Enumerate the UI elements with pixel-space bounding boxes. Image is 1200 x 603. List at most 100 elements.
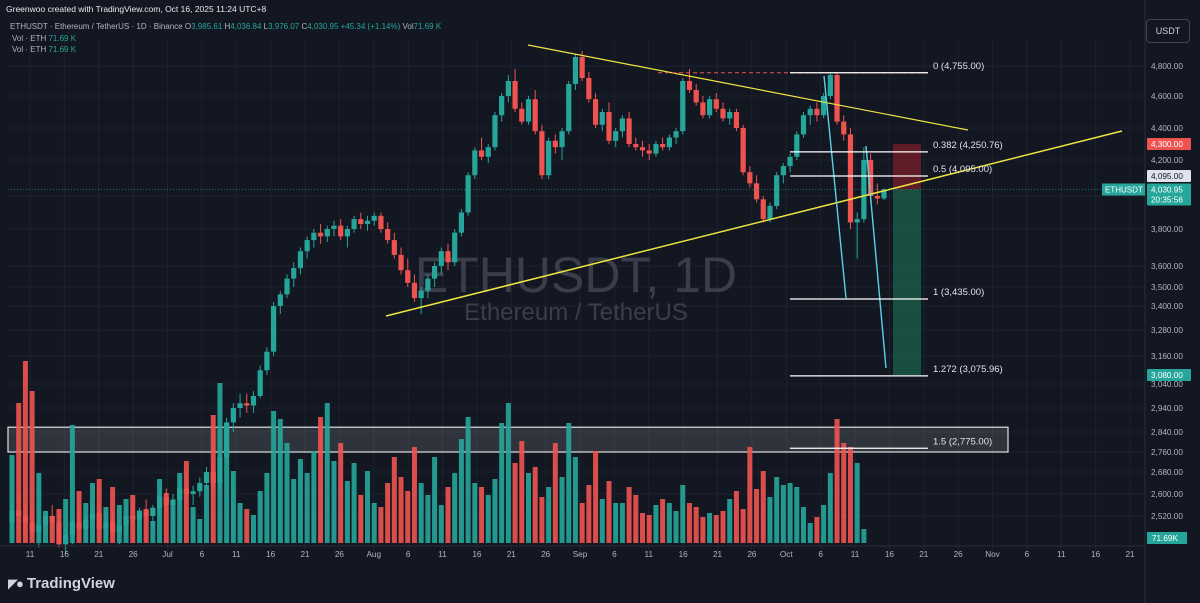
- volume-indicator-2[interactable]: Vol · ETH 71.69 K: [12, 45, 76, 54]
- watermark-symbol: ETHUSDT, 1D: [415, 247, 737, 303]
- volume-bar: [532, 467, 538, 543]
- volume-bar: [485, 495, 491, 543]
- price-tick-label: 4,200.00: [1151, 156, 1183, 165]
- time-tick-label: 11: [1057, 550, 1066, 559]
- close-value: 4,030.95: [307, 22, 339, 31]
- volume-bar: [36, 473, 42, 543]
- candle-body: [814, 108, 820, 116]
- volume-bar: [700, 517, 706, 543]
- volume-bar: [740, 509, 746, 543]
- price-tag-bg: [1147, 183, 1191, 196]
- candle-body: [680, 81, 686, 132]
- volume-bar: [63, 499, 69, 543]
- volume-bar: [183, 461, 189, 543]
- volume-bar: [505, 403, 511, 543]
- candle-body: [639, 147, 646, 151]
- time-tick-label: 11: [851, 550, 860, 559]
- credit-line: Greenwoo created with TradingView.com, O…: [6, 4, 267, 14]
- symbol-tag-bg: [1102, 183, 1145, 196]
- price-tick-label: 3,600.00: [1151, 262, 1183, 271]
- candle-body: [566, 84, 572, 132]
- volume-indicator-1[interactable]: Vol · ETH 71.69 K: [12, 34, 76, 43]
- fib-retracement[interactable]: 0 (4,755.00) 0.382 (4,250.76) 0.5 (4,095.0…: [790, 61, 1003, 449]
- candle-body: [559, 131, 565, 148]
- volume-bar: [492, 479, 498, 543]
- candle-body: [592, 99, 599, 125]
- symbol-line[interactable]: ETHUSDT · Ethereum / TetherUS · 1D · Bin…: [10, 22, 183, 31]
- candles[interactable]: [9, 51, 887, 554]
- volume-bar: [747, 447, 753, 543]
- candle-body: [713, 99, 719, 109]
- volume-bar: [9, 455, 15, 543]
- price-tick-label: 2,940.00: [1151, 404, 1183, 413]
- time-tick-label: 11: [438, 550, 447, 559]
- volume-bar: [525, 473, 531, 543]
- candle-body: [103, 522, 109, 529]
- candle-body: [183, 488, 189, 494]
- volume-bar: [767, 497, 773, 543]
- time-tick-label: 6: [406, 550, 411, 559]
- volume-bar: [143, 509, 149, 543]
- volume-bar: [237, 503, 243, 543]
- candle-body: [720, 108, 726, 119]
- candle-body: [170, 499, 176, 505]
- volume-bar: [244, 509, 250, 543]
- volume-bar: [841, 443, 847, 543]
- candle-body: [874, 196, 880, 199]
- volume-indicator-value: 71.69 K: [48, 45, 77, 54]
- candle-body: [230, 408, 236, 423]
- volume-bar: [230, 471, 236, 543]
- candle-body: [277, 294, 283, 306]
- candle-body: [431, 266, 438, 279]
- volume-bar: [854, 463, 860, 543]
- volume-bar: [465, 417, 471, 543]
- candle-body: [606, 112, 612, 141]
- time-tick-label: 6: [1025, 550, 1030, 559]
- volume-bar: [365, 471, 371, 543]
- drawings[interactable]: [8, 44, 1145, 369]
- volume-bar: [170, 503, 176, 543]
- price-tick-label: 3,500.00: [1151, 283, 1183, 292]
- price-tag-label: 4,095.00: [1151, 172, 1183, 181]
- price-tick-label: 3,040.00: [1151, 380, 1183, 389]
- candle-body: [800, 115, 807, 135]
- candle-body: [539, 131, 545, 176]
- volume-bar: [666, 503, 672, 543]
- time-tick-label: Jul: [162, 550, 173, 559]
- time-axis[interactable]: 11 16 21 26 Jul 6 11 16 21 26 Aug 6 11 16 21 26 Sep 6 11 16…: [0, 545, 1145, 559]
- volume-bar: [391, 457, 397, 543]
- volume-bar: [660, 499, 666, 543]
- candle-body: [841, 121, 847, 135]
- candle-body: [291, 268, 297, 279]
- candle-body: [237, 403, 243, 408]
- candle-body: [311, 232, 317, 241]
- candle-body: [532, 99, 538, 132]
- volume-bar: [640, 513, 646, 543]
- candle-body: [472, 150, 478, 176]
- candle-body: [626, 118, 632, 144]
- candle-body: [847, 134, 854, 223]
- price-axis[interactable]: 4,800.004,600.004,400.004,200.004,000.00…: [1102, 0, 1191, 603]
- candle-body: [156, 496, 163, 508]
- candle-body: [505, 81, 511, 96]
- candle-body: [760, 199, 766, 220]
- volume-bar: [472, 483, 478, 543]
- time-tick-label: 16: [1091, 550, 1101, 559]
- volume-bar: [613, 503, 619, 543]
- quote-currency-button[interactable]: USDT: [1146, 19, 1190, 43]
- volume-bar: [250, 515, 256, 543]
- time-tick-label: 21: [919, 550, 929, 559]
- volume-bar: [318, 417, 324, 543]
- volume-bar: [163, 493, 169, 543]
- volume-bar: [801, 507, 807, 543]
- descending-trendline: [527, 44, 969, 131]
- volume-bar: [673, 511, 679, 543]
- candle-body: [264, 351, 270, 371]
- tradingview-logo[interactable]: ◤● TradingView: [8, 575, 115, 592]
- candle-body: [398, 254, 404, 271]
- time-tick-label: 21: [507, 550, 517, 559]
- candle-body: [686, 81, 693, 90]
- candle-body: [371, 215, 377, 221]
- candle-body: [807, 108, 813, 116]
